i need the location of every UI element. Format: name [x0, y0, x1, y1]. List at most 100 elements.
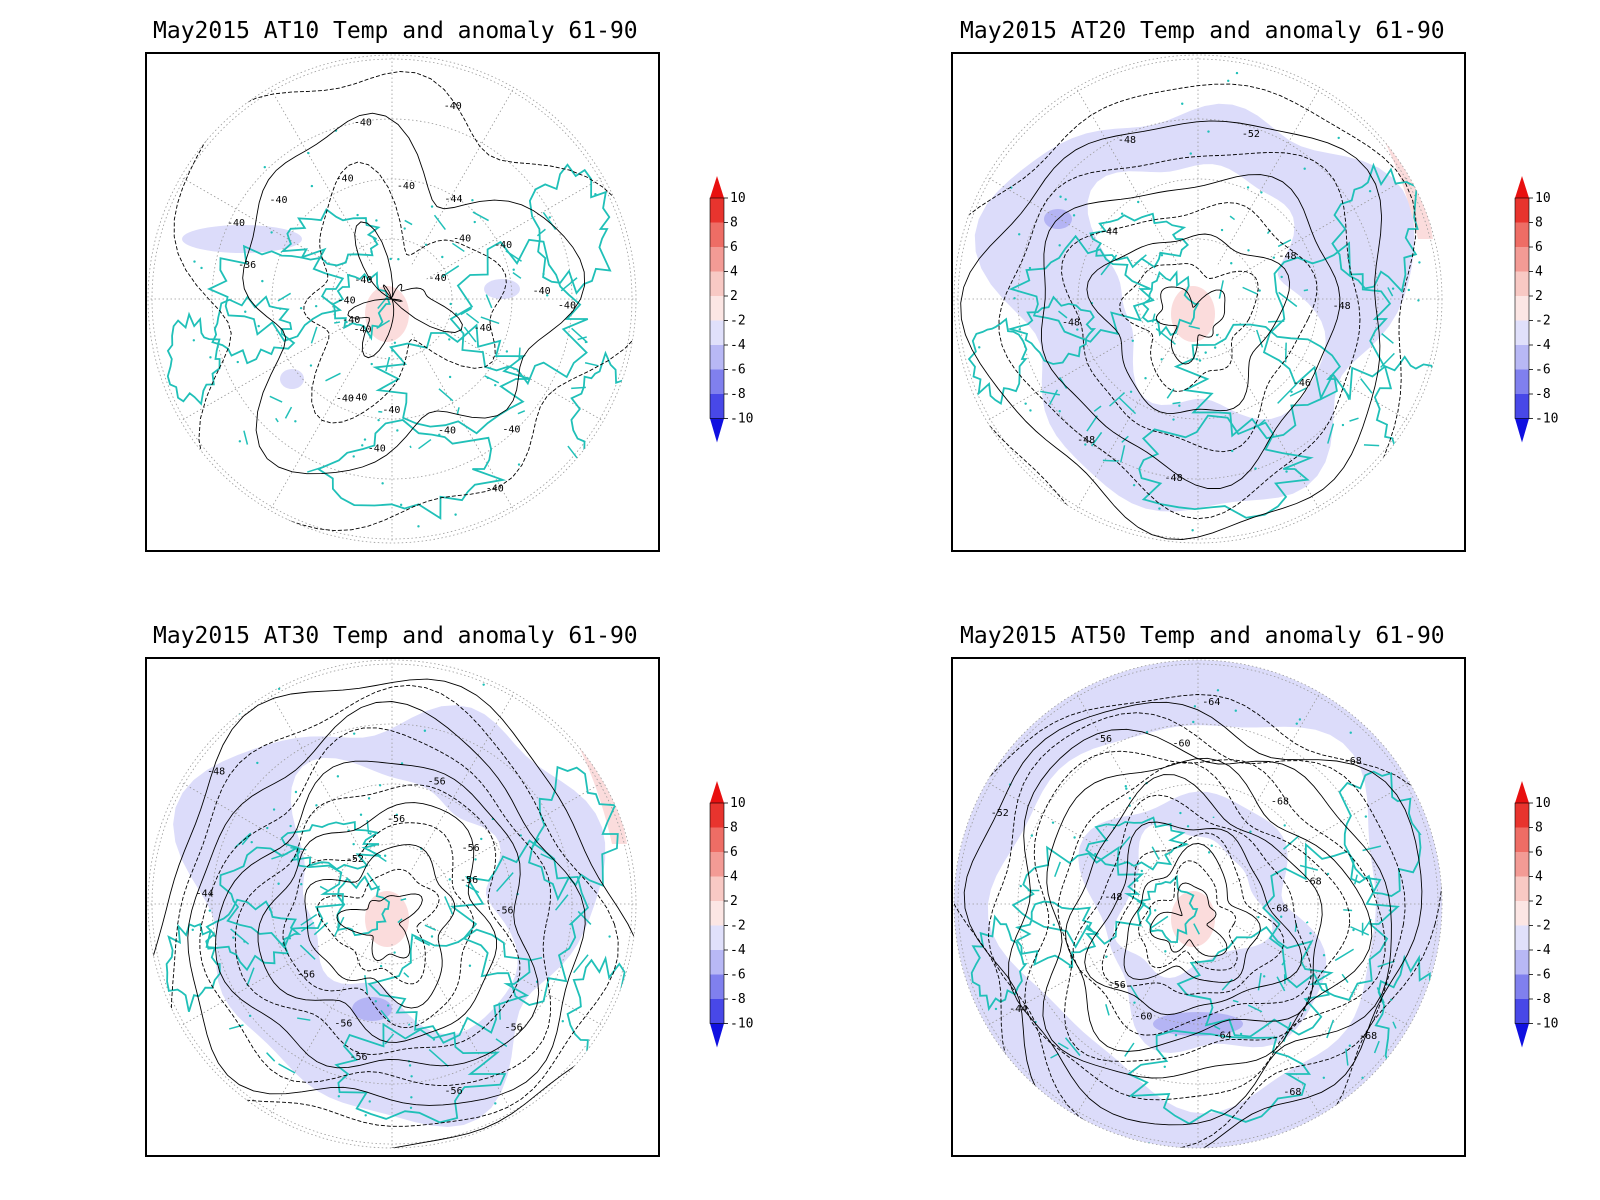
colorbar-swatch [710, 852, 724, 877]
coastline [1141, 270, 1200, 337]
colorbar-at10: 10 8 6 4 2 -2 -4 -6 -8 -10 [708, 176, 768, 461]
border-line [1093, 405, 1102, 412]
border-line [1150, 915, 1169, 929]
colorbar-label: 4 [1535, 265, 1543, 280]
colorbar-swatch [710, 296, 724, 321]
contour-label: -40 [474, 323, 492, 334]
contour-label: -44 [444, 194, 462, 205]
panel-title-at10: May2015 AT10 Temp and anomaly 61-90 [153, 18, 638, 44]
colorbar-swatch [710, 222, 724, 247]
isotherm-contour [234, 784, 521, 1056]
contour-label: -68 [1270, 904, 1288, 915]
anomaly-negative-area [182, 225, 302, 253]
coastline [1136, 874, 1199, 944]
contour-label: -48 [1118, 135, 1136, 146]
border-line [243, 430, 249, 445]
border-line [571, 386, 586, 390]
isotherm-contour [1024, 750, 1386, 1101]
border-line [518, 347, 521, 360]
colorbar-swatch [1515, 901, 1529, 926]
contour-label: -40 [368, 444, 386, 455]
colorbar-label: -6 [730, 968, 746, 983]
border-line [495, 1038, 508, 1048]
border-line [1350, 926, 1370, 936]
border-line [1360, 378, 1373, 394]
colorbar-label: -8 [730, 387, 746, 402]
border-line [297, 1017, 311, 1021]
border-line [1284, 342, 1287, 363]
isotherm-contour [148, 678, 636, 1148]
meridian-line [180, 318, 358, 422]
contour-label: -40 [270, 195, 288, 206]
border-line [407, 1023, 411, 1026]
contour-label: -56 [428, 776, 446, 787]
border-line [1281, 960, 1286, 966]
isotherm-contour [1040, 174, 1341, 489]
contour-label: -40 [444, 101, 462, 112]
colorbar-label: -10 [1535, 1017, 1558, 1032]
contour-label: -40 [429, 273, 447, 284]
contour-label: -52 [991, 808, 1009, 819]
meridian-line [426, 176, 604, 280]
border-line [241, 834, 251, 846]
contour-label: -56 [460, 875, 478, 886]
colorbar-label: 6 [730, 845, 738, 860]
contour-label: -44 [1100, 227, 1118, 238]
coastline [166, 311, 221, 406]
coastline [1331, 162, 1419, 294]
isotherm-contour [1072, 794, 1312, 1036]
coastline [1126, 1029, 1312, 1125]
contour-label: -40 [486, 483, 504, 494]
border-line [376, 319, 391, 329]
border-line [1289, 387, 1307, 397]
border-line [1242, 286, 1258, 295]
colorbar-label: -8 [1535, 992, 1551, 1007]
coastline [1014, 900, 1099, 969]
contour-label: -40 [336, 394, 354, 405]
isotherm-contour [963, 701, 1423, 1148]
contour-label: -52 [1242, 129, 1260, 140]
border-line [484, 375, 500, 384]
border-line [1049, 389, 1059, 405]
colorbar-top-arrow [1515, 176, 1529, 198]
isotherm-contour [1065, 774, 1323, 1052]
border-line [385, 356, 391, 372]
colorbar-swatch [1515, 827, 1529, 852]
coastline [1262, 241, 1392, 401]
border-line [1086, 415, 1098, 432]
isotherm-contour [304, 844, 456, 1009]
border-line [512, 272, 522, 279]
contour-label: -40 [227, 218, 245, 229]
contour-label: -56 [297, 970, 315, 981]
colorbar-label: -4 [730, 338, 746, 353]
contour-label: -40 [502, 425, 520, 436]
border-line [451, 242, 465, 253]
border-line [542, 212, 557, 231]
border-line [1362, 845, 1382, 852]
panel-title-at20: May2015 AT20 Temp and anomaly 61-90 [960, 18, 1445, 44]
border-line [1120, 445, 1126, 463]
border-line [444, 896, 454, 915]
border-line [1118, 396, 1137, 415]
contour-label: -68 [1283, 1087, 1301, 1098]
contour-label: -68 [1304, 876, 1322, 887]
colorbar-label: 10 [1535, 796, 1551, 811]
colorbar-swatch [710, 827, 724, 852]
border-line [1100, 254, 1118, 276]
border-line [505, 250, 522, 262]
colorbar-swatch [710, 950, 724, 975]
colorbar-label: -4 [1535, 943, 1551, 958]
polar-map-at50: -68 -68 -68 -64 -60 -56 -44 -48 -52 -56 -60 -64 -68 -… [953, 659, 1443, 1149]
border-line [463, 326, 477, 343]
border-line [571, 327, 588, 344]
border-line [1327, 423, 1335, 444]
border-line [465, 312, 480, 324]
coastline [1176, 925, 1334, 1038]
contour-label: -40 [338, 295, 356, 306]
colorbar-swatch [1515, 876, 1529, 901]
contour-label: -52 [346, 854, 364, 865]
colorbar-label: 10 [1535, 191, 1551, 206]
anomaly-positive-area [1171, 891, 1215, 947]
colorbar-at20: 10 8 6 4 2 -2 -4 -6 -8 -10 [1513, 176, 1573, 461]
border-line [560, 277, 578, 292]
